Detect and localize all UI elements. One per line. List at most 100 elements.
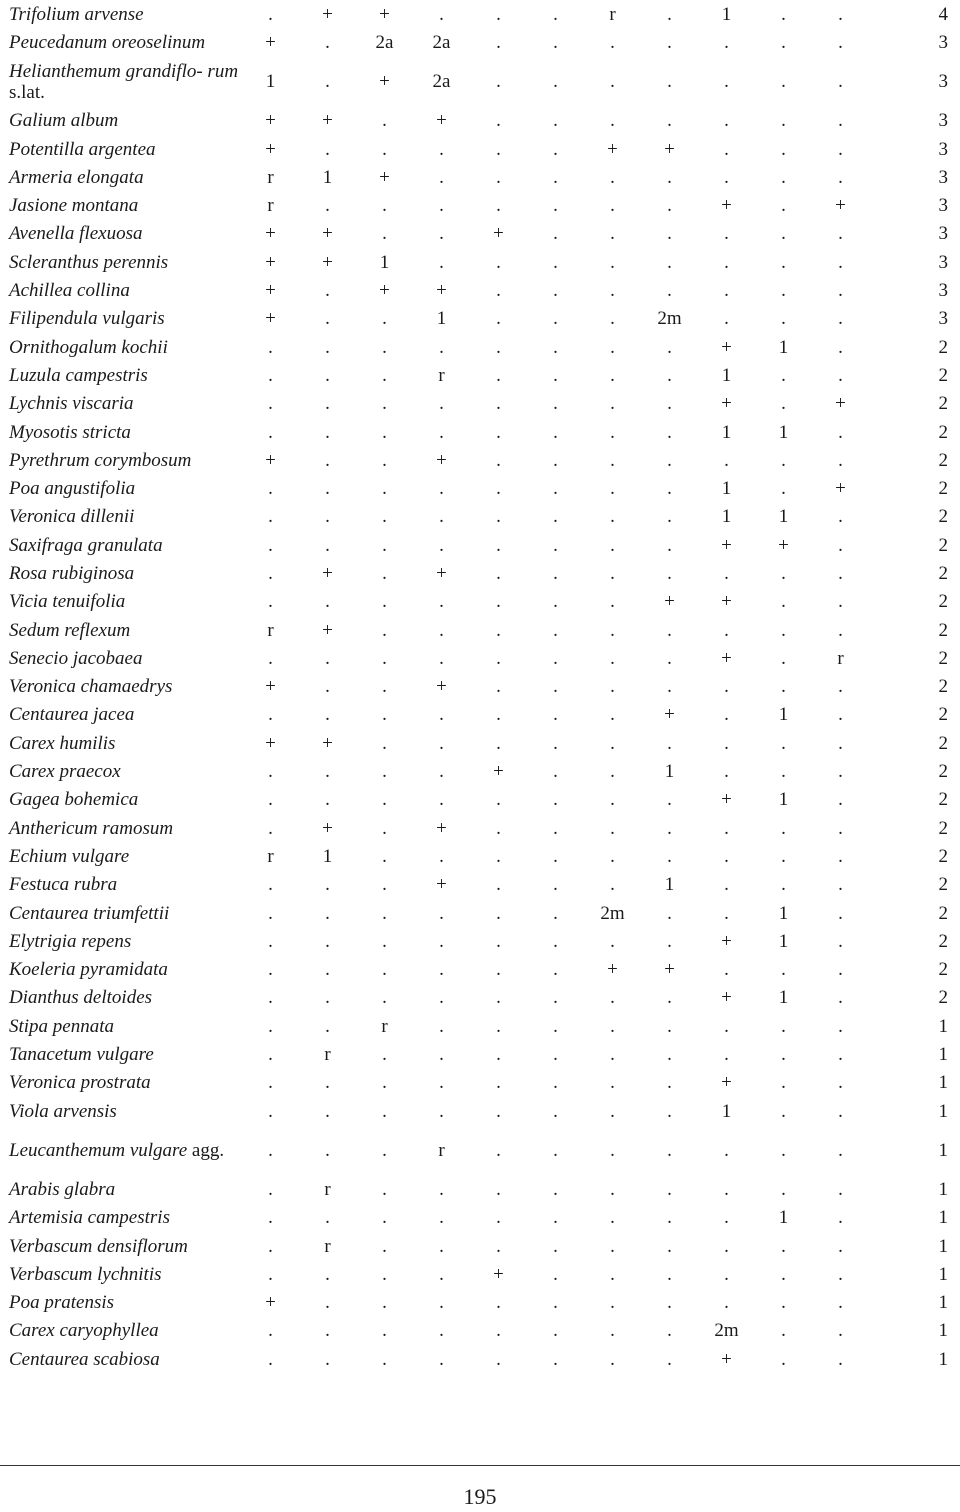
releve-value: . [496,1015,501,1037]
releve-value: . [838,3,843,25]
releve-value: . [838,704,843,726]
frequency-total: 3 [938,31,949,53]
releve-value: . [325,71,330,93]
releve-value: . [268,1207,273,1229]
releve-value: + [322,619,333,641]
releve-value: . [610,647,615,669]
species-name-text: Scleranthus perennis [9,251,169,273]
releve-value: . [268,478,273,500]
releve-value: . [610,789,615,811]
frequency-total: 2 [938,704,949,726]
releve-value: + [607,138,618,160]
releve-value: . [496,1100,501,1122]
releve-value: . [268,987,273,1009]
table-row: Veronica prostrata........ +.. 1 [0,1069,960,1097]
species-name: Vicia tenuifolia [0,588,242,616]
table-row: Elytrigia repens........ +1. 2 [0,927,960,955]
frequency-total: 4 [938,3,949,25]
releve-value: . [439,987,444,1009]
releve-value: . [382,647,387,669]
releve-value: . [553,676,558,698]
releve-value: . [667,930,672,952]
releve-value: . [439,761,444,783]
releve-value: . [724,761,729,783]
releve-value: . [724,1139,729,1161]
releve-value: . [553,1044,558,1066]
releve-value: . [268,817,273,839]
table-row: Centaurea scabiosa........ +.. 1 [0,1345,960,1373]
table-row: Armeria elongata r 1 +........ 3 [0,163,960,191]
releve-value: + [721,647,732,669]
releve-value: 1 [664,761,675,783]
frequency-total: 3 [938,223,949,245]
releve-value: . [496,1139,501,1161]
releve-value: . [553,1292,558,1314]
releve-value: . [553,393,558,415]
frequency-total: 2 [938,506,949,528]
releve-value: . [838,930,843,952]
releve-value: . [439,1044,444,1066]
releve-value: . [610,562,615,584]
releve-value: . [610,421,615,443]
frequency-total: 2 [938,562,949,584]
releve-value: r [267,195,274,217]
species-name: Trifolium arvense [0,0,242,28]
releve-value: . [838,280,843,302]
releve-value: . [439,251,444,273]
releve-value: . [325,336,330,358]
frequency-total: 2 [938,336,949,358]
releve-value: . [325,1348,330,1370]
releve-value: . [382,110,387,132]
species-name-text: Saxifraga granulata [9,534,163,556]
releve-value: . [781,393,786,415]
frequency-total: 1 [938,1348,949,1370]
releve-value: . [724,138,729,160]
releve-value: . [382,676,387,698]
releve-value: . [610,1235,615,1257]
releve-value: . [667,845,672,867]
species-name: Helianthemum grandiflo- rum s.lat. [0,57,242,107]
releve-value: . [439,959,444,981]
releve-value: r [381,1015,388,1037]
species-name-text: Koeleria pyramidata [9,959,168,981]
releve-value: . [553,902,558,924]
table-row: Saxifraga granulata........ + +. 2 [0,531,960,559]
releve-value: . [496,732,501,754]
releve-value: . [667,732,672,754]
releve-value: . [382,874,387,896]
releve-value: + [721,1072,732,1094]
releve-value: . [496,195,501,217]
releve-value: . [781,1348,786,1370]
releve-value: r [324,1178,331,1200]
frequency-total: 2 [938,732,949,754]
releve-value: . [325,959,330,981]
releve-value: . [667,987,672,1009]
releve-value: . [439,1072,444,1094]
releve-value: . [667,71,672,93]
frequency-total: 2 [938,959,949,981]
table-row: Carex praecox.... +.. 1... 2 [0,757,960,785]
releve-value: + [835,478,846,500]
releve-value: . [781,223,786,245]
releve-value: . [838,110,843,132]
table-row: Carex humilis + +......... 2 [0,729,960,757]
releve-value: . [268,562,273,584]
species-name-text: Verbascum densiflorum [9,1235,188,1257]
frequency-total: 1 [938,1292,949,1314]
releve-value: . [838,902,843,924]
releve-value: . [610,1263,615,1285]
frequency-total: 1 [938,1044,949,1066]
releve-value: . [667,1015,672,1037]
releve-value: . [838,1139,843,1161]
table-row: Peucedanum oreoselinum +. 2a 2a....... 3 [0,28,960,56]
releve-value: . [724,449,729,471]
releve-value: . [382,1263,387,1285]
page-number: 195 [463,1484,497,1509]
releve-value: + [436,874,447,896]
releve-value: . [496,1044,501,1066]
releve-value: . [610,336,615,358]
releve-value: . [496,789,501,811]
releve-value: . [553,732,558,754]
releve-value: . [268,789,273,811]
table-row: Jasione montana r....... +. +3 [0,191,960,219]
